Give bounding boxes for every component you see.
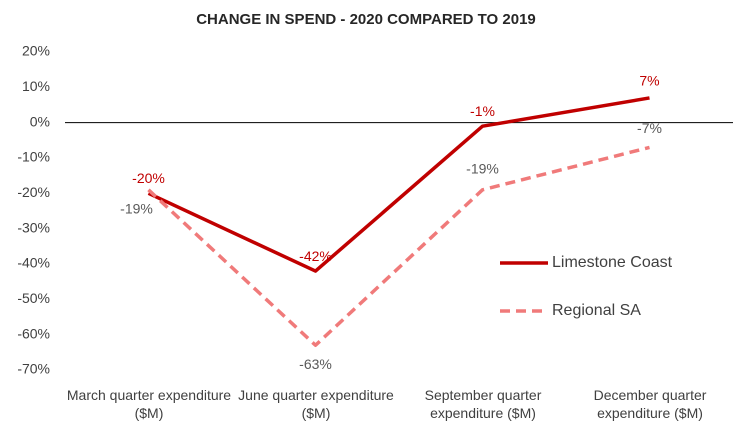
y-tick-label: -70% — [17, 361, 50, 377]
y-tick-label: -30% — [17, 219, 50, 235]
x-tick-label: June quarter expenditure ($M) — [238, 387, 394, 421]
data-label: -7% — [637, 120, 662, 136]
legend-label: Limestone Coast — [552, 254, 673, 271]
data-label: -42% — [299, 248, 332, 264]
line — [147, 96, 650, 273]
y-tick-label: 20% — [22, 43, 50, 59]
y-tick-label: -40% — [17, 255, 50, 271]
x-tick-label: December quarter expenditure ($M) — [593, 387, 707, 421]
data-label: 7% — [639, 73, 659, 89]
data-label: -63% — [299, 356, 332, 372]
x-tick-label: March quarter expenditure ($M) — [66, 387, 232, 421]
x-tick-label: September quarter expenditure ($M) — [424, 387, 542, 421]
data-label: -19% — [466, 161, 499, 177]
data-label: -19% — [120, 201, 153, 217]
chart-title: CHANGE IN SPEND - 2020 COMPARED TO 2019 — [196, 11, 536, 28]
y-tick-label: 10% — [22, 78, 50, 94]
y-tick-label: -50% — [17, 290, 50, 306]
line — [147, 145, 650, 348]
y-tick-label: 0% — [30, 113, 50, 129]
y-tick-label: -60% — [17, 325, 50, 341]
y-tick-label: -10% — [17, 149, 50, 165]
y-tick-label: -20% — [17, 184, 50, 200]
legend-label: Regional SA — [552, 302, 641, 319]
data-label: -20% — [132, 170, 165, 186]
data-label: -1% — [470, 103, 495, 119]
